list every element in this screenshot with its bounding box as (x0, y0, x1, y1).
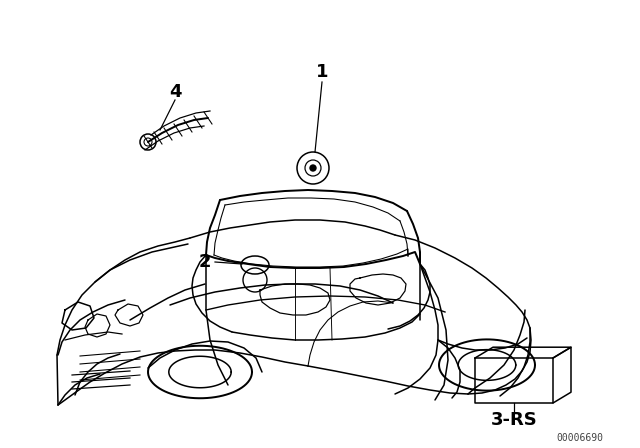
Text: 4: 4 (169, 83, 181, 101)
Text: 3-RS: 3-RS (491, 411, 538, 429)
Text: 2: 2 (199, 253, 211, 271)
Circle shape (310, 165, 316, 171)
Text: 1: 1 (316, 63, 328, 81)
Text: 00006690: 00006690 (557, 433, 604, 443)
